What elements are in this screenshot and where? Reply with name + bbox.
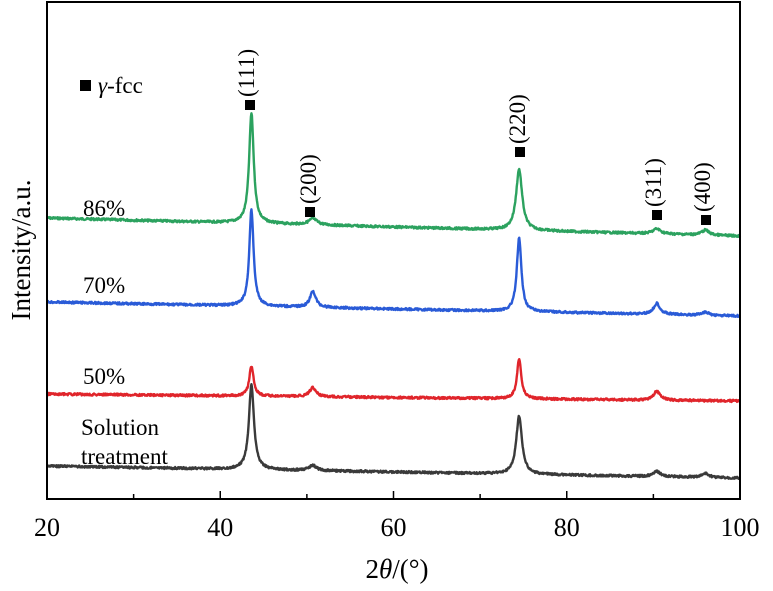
legend-symbol: γ — [98, 73, 108, 98]
x-tick-label-80: 80 — [554, 513, 580, 542]
series-layer — [46, 112, 742, 480]
series-labels: 86% 70% 50% Solution treatment — [81, 196, 168, 469]
series-line-3 — [46, 382, 741, 480]
legend-square-marker — [80, 80, 91, 91]
peak-label-0: (111) — [234, 49, 259, 97]
peak-label-2: (220) — [505, 94, 530, 144]
x-axis-label-unit: /(°) — [392, 554, 428, 584]
peak-label-1: (200) — [296, 154, 321, 204]
series-label-0-0: 86% — [83, 196, 125, 221]
peak-marker-2 — [515, 147, 525, 157]
x-axis-ticks: 20 40 60 80 100 — [34, 491, 760, 542]
peak-label-3: (311) — [641, 158, 666, 207]
peak-annotations: (111) (200) (220) (311) (400) — [234, 49, 715, 225]
peak-marker-1 — [305, 207, 315, 217]
legend-suffix: -fcc — [107, 73, 143, 98]
y-axis-label: Intensity/a.u. — [6, 180, 36, 321]
peak-marker-4 — [701, 215, 711, 225]
series-line-1 — [46, 208, 741, 318]
series-line-0 — [46, 112, 742, 239]
x-tick-label-40: 40 — [207, 513, 233, 542]
legend-text: γ-fcc — [98, 73, 143, 98]
x-tick-label-100: 100 — [721, 513, 760, 542]
x-axis-label-number: 2 — [365, 554, 379, 584]
peak-marker-3 — [652, 210, 662, 220]
series-label-3-0: Solution — [81, 415, 159, 440]
series-line-2 — [46, 358, 741, 404]
x-tick-label-60: 60 — [381, 513, 407, 542]
series-label-2-0: 50% — [83, 364, 125, 389]
peak-marker-0 — [245, 100, 255, 110]
series-label-3-1: treatment — [81, 444, 168, 469]
x-axis-label-theta: θ — [379, 554, 392, 584]
peak-label-4: (400) — [690, 162, 715, 212]
series-label-1-0: 70% — [83, 273, 125, 298]
x-tick-label-20: 20 — [34, 513, 60, 542]
x-axis-label: 2θ/(°) — [365, 554, 428, 584]
legend: γ-fcc — [80, 73, 143, 98]
